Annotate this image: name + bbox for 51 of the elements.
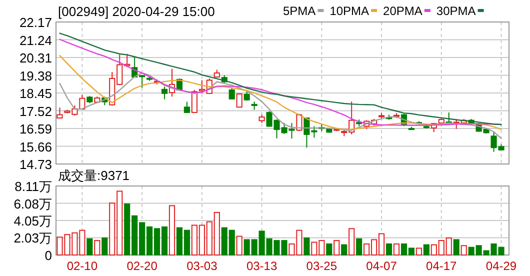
legend-label: 20PMA — [383, 4, 422, 18]
candlestick — [184, 101, 190, 113]
y-tick-label: 0 — [44, 248, 52, 263]
legend-label: 5PMA — [283, 4, 316, 18]
bar — [460, 245, 467, 256]
bar — [168, 205, 176, 256]
candlestick — [228, 88, 235, 100]
bar — [423, 244, 430, 256]
bar — [453, 239, 460, 256]
legend-label: 10PMA — [330, 4, 370, 18]
bar — [356, 238, 362, 256]
y-tick-label: 20.31 — [19, 50, 52, 66]
bar — [94, 240, 100, 256]
bar — [86, 238, 93, 256]
chart-title: [002949] 2020-04-29 15:00 — [58, 4, 215, 19]
bar — [334, 240, 340, 256]
x-tick-label: 02-10 — [66, 259, 98, 273]
bar — [416, 248, 422, 256]
chart-title: 成交量:9371 — [58, 168, 130, 183]
candlestick — [296, 113, 302, 132]
x-tick-label: 03-03 — [186, 259, 218, 273]
y-tick-label: 19.38 — [19, 68, 52, 84]
y-tick-label: 4.05万 — [14, 214, 52, 229]
y-tick-label: 17.52 — [19, 104, 52, 119]
candlestick — [56, 107, 63, 119]
x-tick-label: 04-17 — [426, 259, 458, 273]
y-tick-label: 15.66 — [19, 139, 52, 154]
y-tick-label: 2.03万 — [14, 230, 52, 246]
x-tick-label: 03-25 — [306, 259, 338, 273]
y-tick-label: 22.17 — [19, 15, 52, 30]
bar — [341, 244, 348, 256]
y-tick-label: 21.24 — [19, 32, 52, 48]
bar — [326, 243, 332, 256]
bar — [236, 236, 242, 256]
y-tick-label: 6.08万 — [14, 196, 52, 212]
bar — [304, 237, 310, 256]
legend-label: 30PMA — [436, 4, 476, 18]
y-tick-label: 16.59 — [19, 122, 52, 136]
y-tick-label: 8.11万 — [14, 179, 52, 194]
x-tick-label: 03-13 — [246, 259, 278, 273]
candlestick — [161, 86, 168, 100]
bar — [386, 243, 392, 256]
bar — [348, 228, 355, 256]
y-tick-label: 18.45 — [19, 86, 52, 101]
x-tick-label: 02-20 — [126, 259, 158, 273]
bar — [393, 243, 400, 256]
bar — [102, 237, 108, 256]
x-tick-label: 04-29 — [486, 259, 517, 273]
x-tick-label: 04-07 — [366, 259, 398, 273]
y-tick-label: 14.73 — [19, 157, 52, 172]
candlestick — [191, 89, 198, 113]
